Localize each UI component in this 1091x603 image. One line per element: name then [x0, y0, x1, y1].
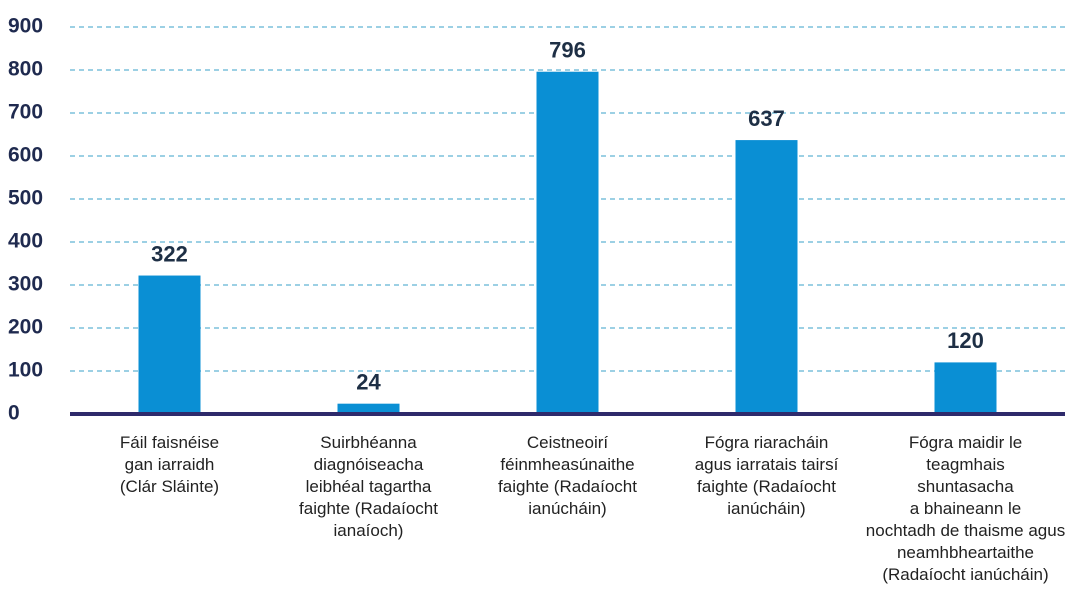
- value-label: 120: [947, 328, 984, 353]
- x-tick-label: Fógra riaracháin agus iarratais tairsí f…: [694, 433, 839, 518]
- x-tick-label: Fáil faisnéise gan iarraidh (Clár Sláint…: [119, 433, 220, 496]
- y-tick-label: 500: [8, 187, 43, 210]
- y-tick-label: 200: [8, 316, 43, 339]
- x-tick-label: Ceistneoirí féinmheasúnaithe faighte (Ra…: [498, 433, 637, 518]
- bar: [536, 71, 599, 414]
- bar: [138, 275, 201, 414]
- y-tick-label: 900: [8, 15, 43, 38]
- y-tick-label: 600: [8, 144, 43, 167]
- x-tick-label: Suirbhéanna diagnóiseacha leibhéal tagar…: [299, 433, 438, 540]
- y-tick-label: 100: [8, 359, 43, 382]
- y-tick-label: 300: [8, 273, 43, 296]
- y-tick-label: 700: [8, 101, 43, 124]
- value-label: 322: [151, 241, 188, 266]
- y-tick-label: 400: [8, 230, 43, 253]
- x-tick-label: Fógra maidir le teagmhais shuntasacha a …: [865, 433, 1066, 584]
- value-label: 24: [356, 369, 381, 394]
- bar: [735, 140, 798, 414]
- y-tick-label: 0: [8, 402, 20, 425]
- value-label: 637: [748, 106, 785, 131]
- bar: [934, 362, 997, 414]
- bar: [337, 403, 400, 414]
- y-tick-label: 800: [8, 58, 43, 81]
- value-label: 796: [549, 38, 586, 63]
